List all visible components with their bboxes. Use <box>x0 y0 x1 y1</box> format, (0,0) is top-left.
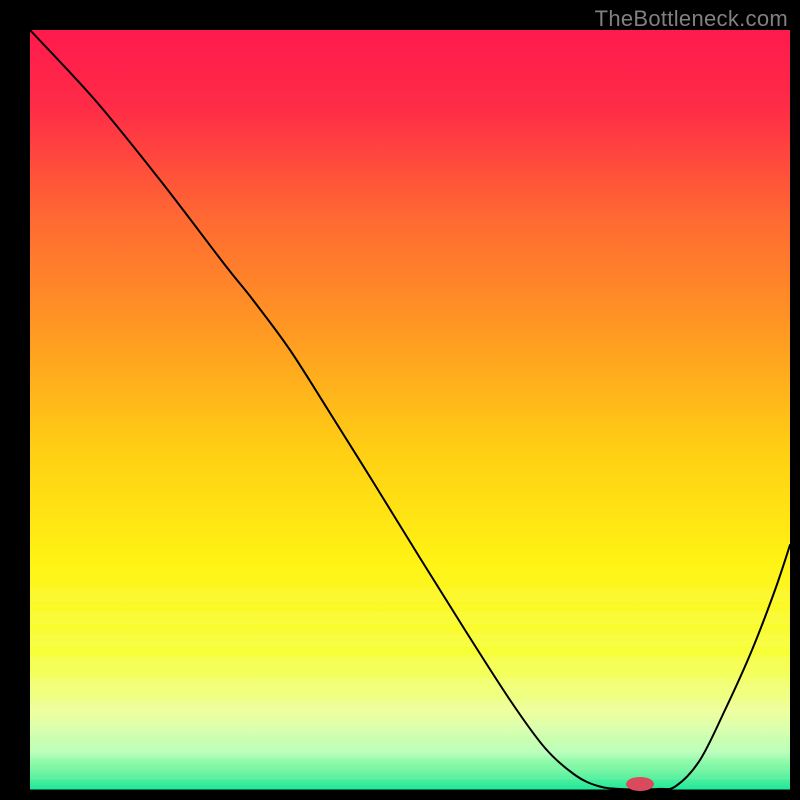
watermark-text: TheBottleneck.com <box>595 6 788 32</box>
chart-container: TheBottleneck.com <box>0 0 800 800</box>
bottleneck-chart <box>0 0 800 800</box>
optimal-point-marker <box>626 777 654 791</box>
lower-banding <box>30 590 790 790</box>
